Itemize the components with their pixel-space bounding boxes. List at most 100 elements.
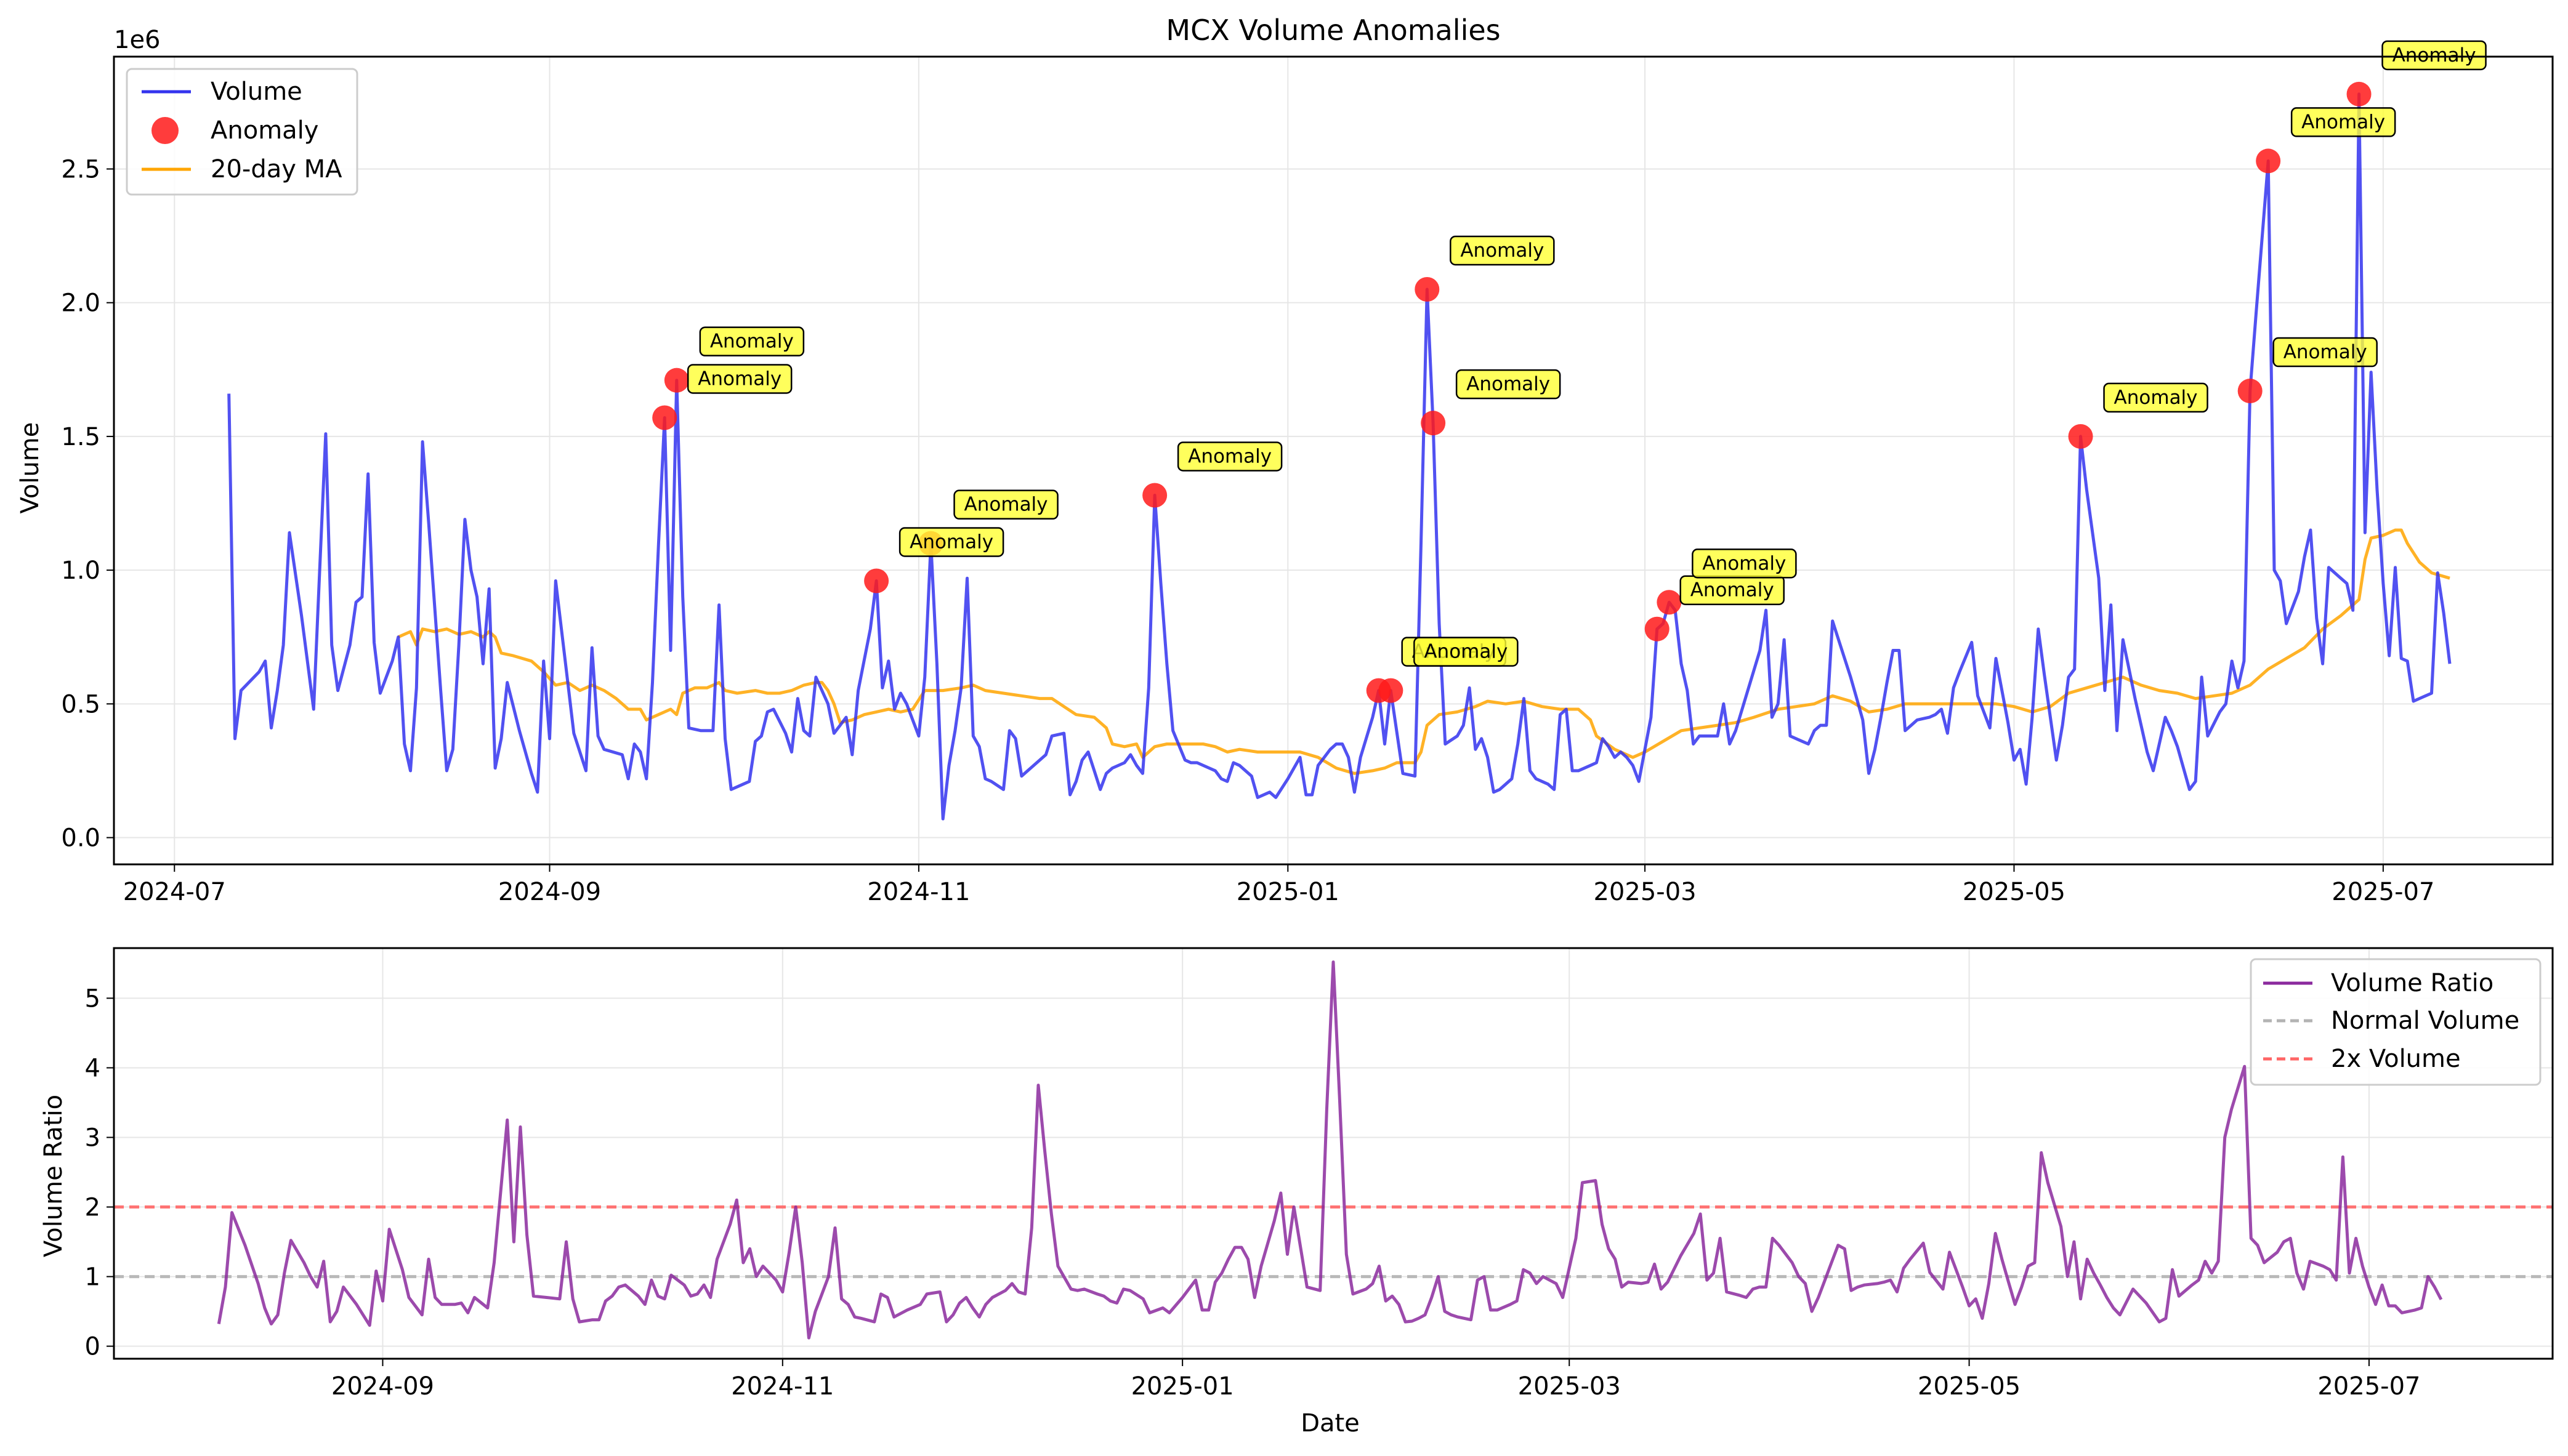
bottom-plot-frame [113,947,2554,1360]
annotation-label: Anomaly [1702,552,1786,574]
top-y-tick-label: 1.0 [61,557,100,585]
top-plot-frame [113,55,2554,866]
annotation-label: Anomaly [698,368,781,390]
annotation-box [2290,107,2396,137]
legend-2x-label: 2x Volume [2331,1045,2461,1073]
annotation-box [898,527,1004,557]
top-axis-ticks: 2024-07 2024-09 2024-11 2025-01 2025-03 2025-… [61,155,2434,906]
top-y-tick-label: 2.5 [61,155,100,183]
top-x-tick-label: 2024-07 [123,878,226,906]
bottom-x-axis-label: Date [1301,1409,1360,1438]
anomaly-point [2237,379,2263,404]
anomaly-point [1142,483,1168,508]
annotation-label: Anomaly [910,531,993,553]
anomaly-point [1378,678,1403,703]
anomaly-annotation: Anomaly [699,326,805,356]
bottom-y-tick-label: 4 [85,1054,100,1082]
bottom-panel: Volume Ratio Date 2024-09 2024-11 2025-01 2… [39,947,2554,1438]
top-gridlines [114,57,2553,864]
annotation-label: Anomaly [2283,341,2367,363]
top-y-scale-label: 1e6 [114,26,161,54]
annotation-box [1692,549,1797,579]
annotation-label: Anomaly [1424,641,1508,663]
bottom-y-tick-label: 3 [85,1124,100,1152]
annotation-label: Anomaly [2301,111,2385,133]
anomaly-point [864,568,889,593]
annotation-label: Anomaly [2114,387,2198,409]
anomaly-annotation: Anomaly [2381,40,2487,71]
ratio-line [217,960,2443,1340]
top-x-tick-label: 2024-11 [867,878,970,906]
annotation-label: Anomaly [1188,445,1272,467]
annotation-box [953,489,1059,520]
bottom-ratio-series [217,960,2443,1340]
anomaly-annotation: Anomaly [1692,549,1797,579]
anomaly-point [664,368,689,393]
annotation-label: Anomaly [2392,44,2476,66]
annotation-box [1177,441,1283,472]
annotation-label: Anomaly [964,494,1048,516]
top-y-tick-label: 2.0 [61,289,100,318]
anomaly-annotation: Anomaly [1177,441,1283,472]
top-x-tick-label: 2025-03 [1593,878,1696,906]
bottom-y-tick-label: 0 [85,1333,100,1361]
anomaly-annotation: Anomaly [898,527,1004,557]
bottom-legend: Volume Ratio Normal Volume 2x Volume [2250,958,2542,1086]
anomaly-annotation: Anomaly [953,489,1059,520]
anomaly-annotation: Anomaly [1455,369,1561,400]
top-y-tick-label: 1.5 [61,423,100,451]
anomaly-annotation: Anomaly [1450,235,1555,266]
anomaly-annotation: Anomaly [1413,637,1519,667]
legend-ratio-label: Volume Ratio [2331,969,2493,997]
top-panel: MCX Volume Anomalies 1e6 Volume AnomalyA… [16,14,2554,906]
annotation-label: Anomaly [1690,579,1774,601]
bottom-axis-ticks: 2024-09 2024-11 2025-01 2025-03 2025-05 2025-… [85,984,2421,1401]
bottom-reference-lines [114,1205,2553,1279]
bottom-y-tick-label: 5 [85,984,100,1013]
bottom-x-tick-label: 2025-07 [2317,1372,2420,1401]
top-title: MCX Volume Anomalies [1166,14,1500,47]
anomaly-annotation: Anomaly [1679,575,1785,605]
anomaly-annotation: Anomaly [687,364,793,394]
legend-ma-label: 20-day MA [211,155,342,183]
top-x-tick-label: 2025-07 [2332,878,2434,906]
anomaly-annotation: Anomaly [2290,107,2396,137]
anomaly-point [2346,81,2372,107]
top-y-tick-label: 0.5 [61,690,100,718]
ma-line [397,528,2450,775]
annotation-box [1455,369,1561,400]
legend-anomaly-label: Anomaly [211,116,318,145]
top-y-tick-label: 0.0 [61,824,100,853]
anomaly-point [1644,616,1670,642]
top-y-axis-label: Volume [16,422,44,514]
annotation-label: Anomaly [710,331,794,353]
bottom-y-axis-label: Volume Ratio [39,1095,68,1257]
annotation-box [1450,235,1555,266]
top-ma-series [397,528,2450,775]
bottom-y-tick-label: 2 [85,1194,100,1222]
top-volume-series [227,92,2452,821]
annotation-box [699,326,805,356]
bottom-x-tick-label: 2025-01 [1131,1372,1234,1401]
anomaly-point [2256,148,2281,174]
top-x-tick-label: 2025-05 [1963,878,2065,906]
anomaly-point [652,405,677,430]
legend-normal-label: Normal Volume [2331,1007,2519,1035]
anomaly-annotation: Anomaly [2272,337,2378,368]
bottom-x-tick-label: 2025-05 [1918,1372,2021,1401]
annotation-box [687,364,793,394]
top-legend: Volume Anomaly 20-day MA [126,68,358,196]
annotation-box [1413,637,1519,667]
anomaly-point [1657,590,1682,615]
bottom-x-tick-label: 2024-11 [731,1372,834,1401]
anomaly-point [1415,276,1440,302]
annotation-label: Anomaly [1466,373,1550,395]
anomaly-annotation: Anomaly [2103,382,2208,413]
legend-anomaly-swatch [151,117,179,144]
bottom-y-tick-label: 1 [85,1263,100,1292]
anomaly-point [1421,411,1446,436]
bottom-x-tick-label: 2025-03 [1518,1372,1621,1401]
top-annotations: Anomaly Anomaly Anomaly Anomaly Anomaly Anoma… [687,40,2487,667]
volume-line [227,92,2452,821]
